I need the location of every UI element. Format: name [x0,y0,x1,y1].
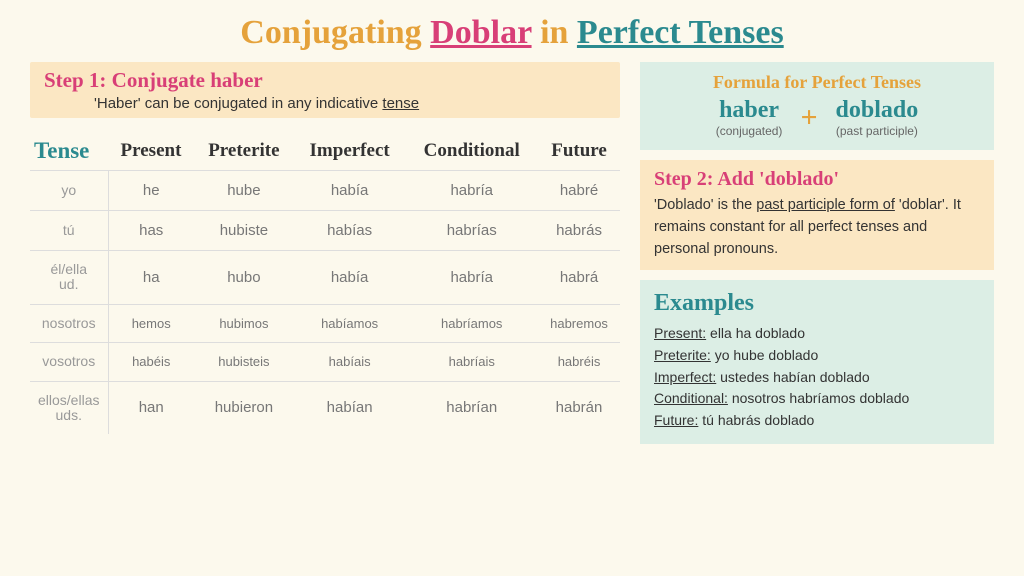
pronoun-cell: vosotros [30,343,108,381]
page-title: Conjugating Doblar in Perfect Tenses [0,0,1024,62]
examples-list: Present: ella ha dobladoPreterite: yo hu… [654,323,980,431]
formula-left-sub: (conjugated) [716,124,783,138]
example-line: Imperfect: ustedes habían doblado [654,367,980,389]
pronoun-cell: ellos/ellasuds. [30,381,108,434]
example-label: Present: [654,325,706,341]
data-cell: habríamos [405,304,538,342]
data-cell: hemos [108,304,194,342]
col-header: Present [108,132,194,171]
title-middle: in [532,14,577,51]
step2-box: Step 2: Add 'doblado' 'Doblado' is the p… [640,160,994,270]
pronoun-cell: nosotros [30,304,108,342]
step1-num: Step 1: [44,68,112,92]
data-cell: habría [405,171,538,211]
step2-body: 'Doblado' is the past participle form of… [654,195,980,260]
example-label: Conditional: [654,390,728,406]
step2-body-u: past participle form of [756,197,895,213]
table-row: nosotroshemoshubimoshabíamoshabríamoshab… [30,304,620,342]
data-cell: habían [294,381,406,434]
examples-title: Examples [654,290,980,317]
table-row: túhashubistehabíashabríashabrás [30,211,620,251]
title-prefix: Conjugating [240,14,430,51]
conjugation-table: Tense Present Preterite Imperfect Condit… [30,132,620,434]
data-cell: hubisteis [194,343,294,381]
table-row: vosotroshabéishubisteishabíaishabríaisha… [30,343,620,381]
data-cell: habríais [405,343,538,381]
example-line: Present: ella ha doblado [654,323,980,345]
formula-box: Formula for Perfect Tenses haber (conjug… [640,62,994,150]
data-cell: habíais [294,343,406,381]
data-cell: has [108,211,194,251]
data-cell: habremos [538,304,620,342]
example-label: Future: [654,412,698,428]
col-header: Preterite [194,132,294,171]
data-cell: habrás [538,211,620,251]
data-cell: ha [108,251,194,305]
example-text: nosotros habríamos doblado [728,390,909,406]
data-cell: he [108,171,194,211]
step1-sub: 'Haber' can be conjugated in any indicat… [44,93,606,116]
title-verb: Doblar [430,14,531,51]
col-header: Future [538,132,620,171]
example-line: Future: tú habrás doblado [654,410,980,432]
example-line: Preterite: yo hube doblado [654,345,980,367]
step2-action: Add 'doblado' [717,168,839,190]
data-cell: habréis [538,343,620,381]
pronoun-cell: él/ellaud. [30,251,108,305]
step1-sub-u: tense [382,95,419,112]
example-text: ella ha doblado [706,325,805,341]
step1-box: Step 1: Conjugate haber 'Haber' can be c… [30,62,620,118]
table-row: ellos/ellasuds.hanhubieronhabíanhabríanh… [30,381,620,434]
data-cell: habíamos [294,304,406,342]
example-label: Imperfect: [654,369,716,385]
pronoun-cell: tú [30,211,108,251]
data-cell: hube [194,171,294,211]
col-header: Conditional [405,132,538,171]
step2-body-pre: 'Doblado' is the [654,197,756,213]
table-header-row: Tense Present Preterite Imperfect Condit… [30,132,620,171]
data-cell: hubieron [194,381,294,434]
step2-num: Step 2: [654,168,717,190]
title-tense: Perfect Tenses [577,14,784,51]
conjugation-table-wrap: Tense Present Preterite Imperfect Condit… [30,132,620,434]
data-cell: hubimos [194,304,294,342]
data-cell: han [108,381,194,434]
col-header: Imperfect [294,132,406,171]
table-body: yohehubehabíahabríahabrétúhashubistehabí… [30,171,620,435]
formula-right-word: doblado [836,97,919,124]
formula-right: doblado (past participle) [836,97,919,138]
step2-label: Step 2: Add 'doblado' [654,168,980,191]
formula-right-sub: (past participle) [836,124,919,138]
data-cell: había [294,171,406,211]
data-cell: habéis [108,343,194,381]
data-cell: hubiste [194,211,294,251]
data-cell: habrá [538,251,620,305]
data-cell: habrán [538,381,620,434]
data-cell: hubo [194,251,294,305]
data-cell: habré [538,171,620,211]
example-text: tú habrás doblado [698,412,814,428]
step1-sub-pre: 'Haber' can be conjugated in any indicat… [94,95,382,112]
example-label: Preterite: [654,347,711,363]
data-cell: había [294,251,406,305]
example-line: Conditional: nosotros habríamos doblado [654,388,980,410]
table-row: yohehubehabíahabríahabré [30,171,620,211]
examples-box: Examples Present: ella ha dobladoPreteri… [640,280,994,443]
step1-action: Conjugate haber [112,68,263,92]
formula-left-word: haber [716,97,783,124]
tense-header: Tense [30,132,108,171]
data-cell: habrían [405,381,538,434]
table-row: él/ellaud.hahubohabíahabríahabrá [30,251,620,305]
step1-label: Step 1: Conjugate haber [44,68,606,93]
data-cell: habrías [405,211,538,251]
formula-left: haber (conjugated) [716,97,783,138]
example-text: yo hube doblado [711,347,818,363]
data-cell: habría [405,251,538,305]
example-text: ustedes habían doblado [716,369,869,385]
formula-title: Formula for Perfect Tenses [652,72,982,93]
formula-row: haber (conjugated) + doblado (past parti… [652,97,982,138]
pronoun-cell: yo [30,171,108,211]
plus-icon: + [800,101,817,135]
data-cell: habías [294,211,406,251]
